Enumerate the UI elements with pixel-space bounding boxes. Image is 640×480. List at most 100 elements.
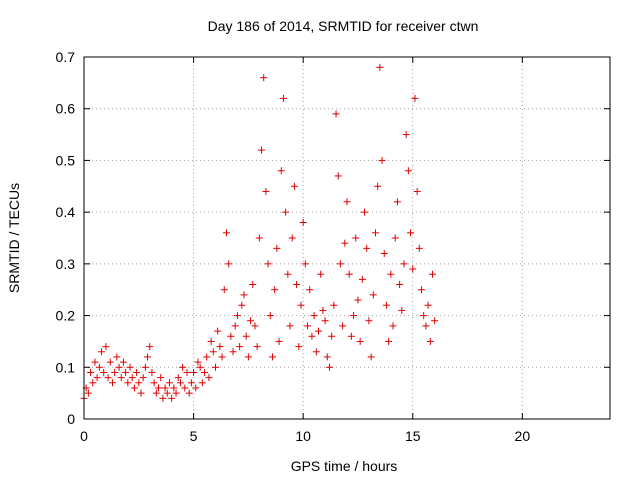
data-point [363, 244, 371, 252]
data-point [148, 368, 156, 376]
data-point [319, 306, 327, 314]
data-point [190, 368, 198, 376]
data-point [111, 368, 119, 376]
data-point [367, 353, 375, 361]
data-point [286, 322, 294, 330]
data-point [150, 379, 158, 387]
data-point [358, 275, 366, 283]
data-point [393, 198, 401, 206]
y-axis-label: SRMTID / TECUs [6, 183, 22, 293]
data-point [165, 379, 173, 387]
data-point [361, 208, 369, 216]
data-point [201, 368, 209, 376]
data-point [293, 281, 301, 289]
data-point [233, 312, 241, 320]
data-point [212, 363, 219, 371]
data-point [315, 327, 323, 335]
data-point [258, 146, 266, 154]
data-point [279, 94, 287, 102]
data-point [299, 218, 307, 226]
data-point [262, 187, 270, 195]
data-point [282, 208, 290, 216]
data-point [424, 301, 432, 309]
data-point [415, 244, 423, 252]
data-point [161, 384, 169, 392]
data-point [128, 374, 136, 382]
data-point [332, 110, 340, 118]
x-tick-label: 20 [515, 428, 531, 444]
data-point [288, 234, 296, 242]
data-point [135, 379, 143, 387]
data-point [431, 317, 439, 325]
grid-lines [84, 57, 610, 419]
data-point [260, 74, 268, 82]
data-point [374, 182, 382, 190]
data-point [133, 368, 141, 376]
data-point [238, 301, 246, 309]
data-point [354, 296, 362, 304]
data-point [336, 260, 344, 268]
data-point [352, 234, 360, 242]
data-point [102, 343, 110, 351]
data-point [122, 368, 130, 376]
data-point [207, 337, 215, 345]
plot-frame [83, 56, 611, 420]
data-point [396, 281, 404, 289]
data-point [218, 353, 226, 361]
data-point [369, 291, 377, 299]
data-point [422, 322, 430, 330]
data-point [87, 368, 95, 376]
data-point [321, 317, 329, 325]
data-point [196, 363, 204, 371]
data-point [194, 358, 202, 366]
x-tick-label: 0 [80, 428, 88, 444]
data-point [426, 337, 434, 345]
data-point [222, 229, 230, 237]
data-point [312, 348, 320, 356]
data-point [402, 131, 410, 139]
data-point [264, 260, 272, 268]
data-point [170, 384, 178, 392]
data-point [304, 322, 312, 330]
data-point [93, 374, 101, 382]
data-point [229, 348, 237, 356]
y-tick-label: 0.2 [56, 308, 76, 324]
data-point [365, 317, 373, 325]
data-point [236, 343, 244, 351]
data-point [203, 353, 211, 361]
data-point [100, 368, 108, 376]
y-tick-label: 0.4 [56, 204, 76, 220]
data-point [108, 379, 116, 387]
data-point [271, 286, 279, 294]
data-point [251, 322, 259, 330]
data-point [382, 301, 390, 309]
data-point [179, 363, 187, 371]
data-point [141, 363, 149, 371]
data-point [306, 286, 314, 294]
data-point [152, 389, 160, 397]
data-point [400, 260, 408, 268]
data-point [240, 291, 248, 299]
data-point [295, 343, 303, 351]
data-point [330, 301, 338, 309]
y-tick-label: 0 [67, 411, 75, 427]
data-point [89, 379, 97, 387]
data-point [345, 270, 353, 278]
data-point [249, 281, 257, 289]
x-tick-label: 10 [295, 428, 311, 444]
data-point [255, 234, 263, 242]
y-tick-label: 0.1 [56, 359, 76, 375]
data-point [174, 374, 182, 382]
data-point [106, 358, 114, 366]
data-point [137, 389, 145, 397]
data-point [317, 270, 325, 278]
x-tick-label: 15 [405, 428, 421, 444]
data-point [185, 389, 193, 397]
data-point [350, 312, 358, 320]
data-point [277, 167, 285, 175]
data-point [117, 374, 125, 382]
chart-title: Day 186 of 2014, SRMTID for receiver ctw… [208, 18, 479, 34]
data-point [275, 337, 283, 345]
data-point [376, 63, 384, 71]
